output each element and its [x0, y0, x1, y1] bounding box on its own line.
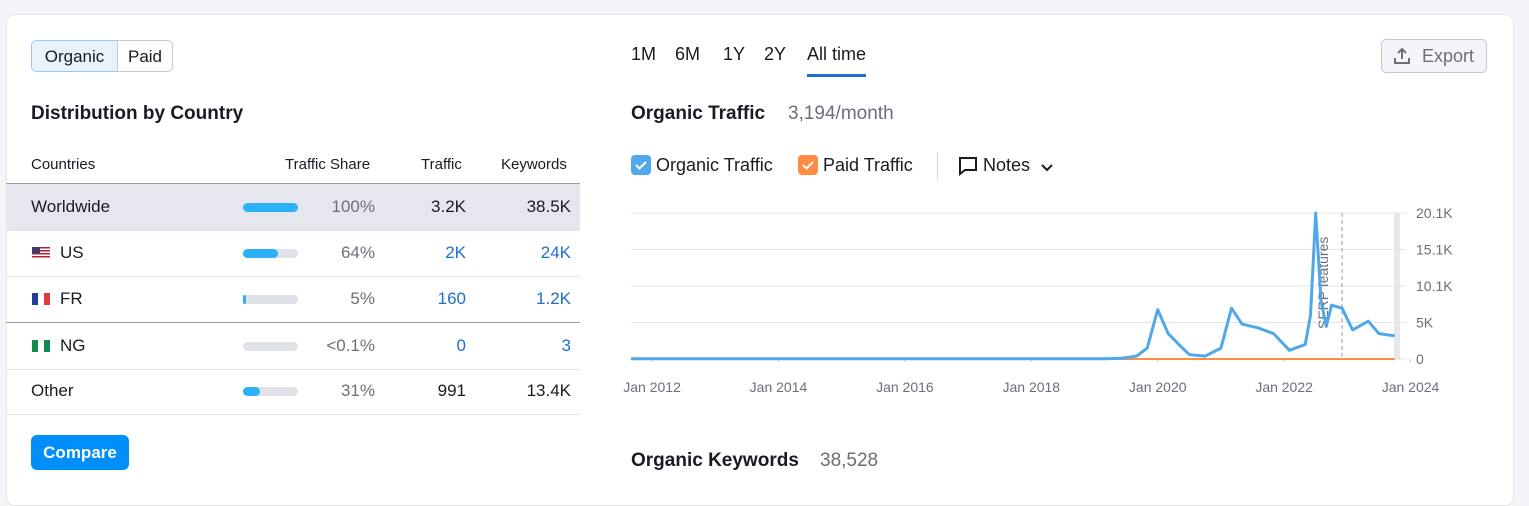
keywords-value: 13.4K — [527, 381, 571, 401]
keywords-value: 3 — [562, 336, 571, 356]
legend-checkbox[interactable] — [631, 155, 651, 175]
section-value: 38,528 — [820, 450, 878, 472]
column-header: Keywords — [501, 156, 567, 173]
chart-title: Organic Traffic — [631, 103, 765, 125]
column-header: Traffic — [421, 156, 462, 173]
table-row: NG <0.1% 0 3 — [6, 322, 580, 370]
flag-canton — [32, 247, 40, 253]
export-label: Export — [1422, 46, 1474, 67]
share-label: 100% — [332, 197, 375, 217]
notes-label: Notes — [983, 155, 1030, 176]
share-bar-track — [243, 249, 298, 258]
keywords-value: 1.2K — [536, 289, 571, 309]
traffic-value: 991 — [438, 381, 466, 401]
table-row: Other 31% 991 13.4K — [6, 368, 580, 415]
keywords-value: 38.5K — [527, 197, 571, 217]
traffic-value: 160 — [438, 289, 466, 309]
section-title: Distribution by Country — [31, 103, 243, 125]
column-header: Countries — [31, 156, 95, 173]
section-title: Organic Keywords — [631, 450, 799, 472]
period[interactable]: 2Y — [764, 44, 786, 74]
share-label: 5% — [350, 289, 375, 309]
table-row: FR 5% 160 1.2K — [6, 276, 580, 323]
share-label: <0.1% — [326, 336, 375, 356]
share-bar-track — [243, 387, 298, 396]
column-header: Traffic Share — [285, 156, 370, 173]
period[interactable]: All time — [807, 44, 866, 77]
flag-icon — [32, 293, 50, 305]
traffic-value: 3.2K — [431, 197, 466, 217]
share-label: 64% — [341, 243, 375, 263]
divider — [937, 152, 938, 179]
traffic-value: 0 — [457, 336, 466, 356]
legend-label[interactable]: Paid Traffic — [823, 155, 913, 176]
flag-icon — [32, 340, 50, 352]
export-button[interactable]: Export — [1381, 39, 1487, 73]
legend-checkbox[interactable] — [798, 155, 818, 175]
share-bar-track — [243, 342, 298, 351]
country-name: Other — [31, 381, 74, 401]
share-bar — [243, 249, 278, 258]
share-bar — [243, 387, 260, 396]
country-name: NG — [60, 336, 86, 356]
tab-paid[interactable]: Paid — [117, 40, 173, 72]
period[interactable]: 6M — [675, 44, 700, 74]
period[interactable]: 1M — [631, 44, 656, 74]
country-name: FR — [60, 289, 83, 309]
flag-icon — [32, 247, 50, 259]
export-icon — [1393, 47, 1411, 65]
share-bar-track — [243, 295, 298, 304]
keywords-value: 24K — [541, 243, 571, 263]
tab-organic[interactable]: Organic — [31, 40, 118, 72]
share-bar — [243, 203, 298, 212]
traffic-value: 2K — [445, 243, 466, 263]
period[interactable]: 1Y — [723, 44, 745, 74]
share-bar — [243, 295, 246, 304]
country-name: Worldwide — [31, 197, 110, 217]
share-bar-track — [243, 203, 298, 212]
chart-subtitle: 3,194/month — [788, 103, 894, 125]
legend-label[interactable]: Organic Traffic — [656, 155, 773, 176]
country-name: US — [60, 243, 84, 263]
compare-button[interactable]: Compare — [31, 435, 129, 470]
share-label: 31% — [341, 381, 375, 401]
notes-button[interactable]: Notes — [958, 155, 1068, 177]
page: Organic Paid 1M 6M 1Y 2Y All time Export… — [0, 0, 1529, 487]
table-row: US 64% 2K 24K — [6, 230, 580, 277]
table-row: Worldwide 100% 3.2K 38.5K — [6, 184, 580, 231]
